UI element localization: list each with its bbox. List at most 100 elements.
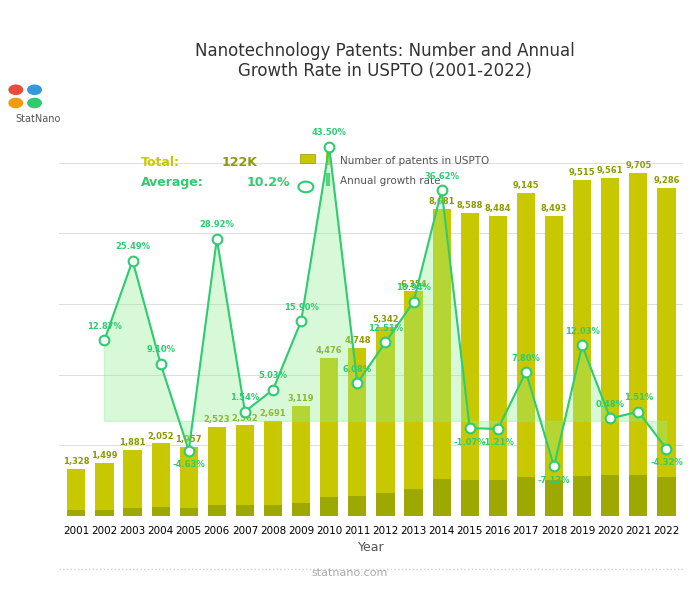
Bar [545,216,564,516]
Text: 36.62%: 36.62% [424,172,459,181]
Text: 4,476: 4,476 [316,346,342,355]
Bar [264,505,282,516]
Text: 122K: 122K [222,156,258,169]
Text: 9,145: 9,145 [512,181,539,190]
Bar [320,497,338,516]
Polygon shape [104,147,666,466]
Text: 1,499: 1,499 [91,451,118,460]
Bar [151,444,170,516]
Text: 8,493: 8,493 [541,204,567,213]
Bar [292,406,310,516]
Bar [545,480,564,516]
Bar [657,188,676,516]
Text: 5,342: 5,342 [372,315,399,324]
Bar [433,479,451,516]
Bar [517,193,535,516]
Text: 18.94%: 18.94% [396,283,431,292]
Bar [573,476,592,516]
Text: 9,705: 9,705 [625,161,652,170]
Text: statnano.com: statnano.com [312,568,388,578]
Text: -7.13%: -7.13% [538,476,570,485]
Text: 6,354: 6,354 [400,280,427,289]
Text: 5.03%: 5.03% [258,371,288,380]
Bar [573,180,592,516]
Text: -4.63%: -4.63% [172,460,205,469]
Text: StatNano: StatNano [16,114,61,124]
Bar [629,173,648,516]
Text: 10.2%: 10.2% [246,176,290,189]
Bar [517,477,535,516]
Text: 2,523: 2,523 [204,415,230,424]
Text: 2,562: 2,562 [232,414,258,423]
Bar [348,348,367,516]
Bar [461,480,479,516]
Text: 9,286: 9,286 [653,176,680,185]
Text: 9.10%: 9.10% [146,346,175,355]
Bar [292,503,310,516]
Bar [67,511,85,516]
Bar [208,427,226,516]
Bar [405,489,423,516]
Text: 1,957: 1,957 [176,435,202,444]
Text: 43.50%: 43.50% [312,129,346,138]
Bar [629,475,648,516]
Bar [601,476,620,516]
Bar [123,508,141,516]
Bar [95,463,113,516]
Text: 8,588: 8,588 [456,200,483,210]
Circle shape [298,181,314,192]
Text: 9,515: 9,515 [569,168,596,177]
Bar [180,447,198,516]
Bar [95,509,113,516]
Bar [67,469,85,516]
Bar [377,493,395,516]
Circle shape [8,98,23,109]
Text: 1.51%: 1.51% [624,393,653,403]
Text: 2,691: 2,691 [260,409,286,418]
Text: 0.48%: 0.48% [596,400,624,409]
Bar [405,292,423,516]
Text: 8,484: 8,484 [484,205,511,213]
Bar [180,508,198,516]
Text: -1.07%: -1.07% [454,438,486,447]
Text: Annual growth rate: Annual growth rate [340,176,441,186]
Text: 12.87%: 12.87% [87,321,122,331]
Bar [489,216,507,516]
X-axis label: Year: Year [358,541,385,554]
Text: 25.49%: 25.49% [115,242,150,251]
Bar [489,480,507,516]
Text: 4,748: 4,748 [344,336,370,345]
Bar [433,209,451,516]
Bar [236,505,254,516]
Text: 28.92%: 28.92% [199,221,234,229]
Bar [123,449,141,516]
Text: 8,681: 8,681 [428,197,455,206]
Text: 15.90%: 15.90% [284,302,318,311]
Text: 1,881: 1,881 [119,438,146,447]
Bar [208,505,226,516]
Text: Number of patents in USPTO: Number of patents in USPTO [340,156,489,166]
Text: 2,052: 2,052 [147,432,174,441]
Circle shape [27,98,42,109]
Bar [264,421,282,516]
Text: Nanotechnology Patents: Number and Annual
Growth Rate in USPTO (2001-2022): Nanotechnology Patents: Number and Annua… [195,42,575,80]
Text: 1,328: 1,328 [63,457,90,466]
Circle shape [8,84,23,95]
Text: 7.80%: 7.80% [512,353,540,363]
FancyBboxPatch shape [300,154,315,162]
Text: 3,119: 3,119 [288,394,314,403]
Bar [320,358,338,516]
Text: 9,561: 9,561 [597,166,624,176]
Circle shape [27,84,42,95]
Text: -4.32%: -4.32% [650,458,682,467]
Bar [657,477,676,516]
Bar [461,212,479,516]
Bar [236,425,254,516]
Bar [377,327,395,516]
Text: 12.51%: 12.51% [368,324,403,333]
Text: -1.21%: -1.21% [482,438,514,448]
Bar [601,178,620,516]
Bar [348,496,367,516]
Text: 12.03%: 12.03% [565,327,600,336]
Text: Average:: Average: [141,176,203,189]
